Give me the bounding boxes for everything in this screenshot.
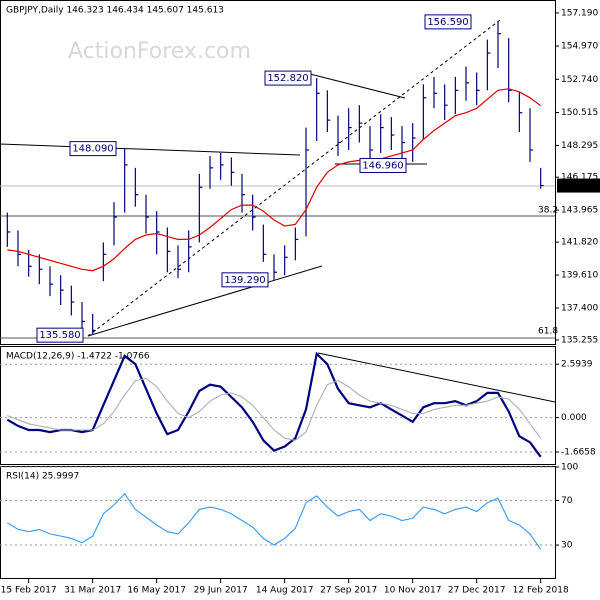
chart-title: GBPJPY,Daily 146.323 146.434 145.607 145… <box>6 6 224 16</box>
y-tick-label: 0.000 <box>561 413 587 423</box>
annotation-box <box>264 70 312 86</box>
annotation-box <box>359 157 407 173</box>
y-tick-label: 70 <box>561 496 573 506</box>
moving-average <box>7 88 542 272</box>
trend-line <box>87 265 323 337</box>
x-tick-label: 27 Sep 2017 <box>320 586 377 596</box>
rsi-frame <box>0 466 556 579</box>
price-frame <box>0 0 556 345</box>
y-tick-label: 152.740 <box>561 75 598 85</box>
macd-frame <box>0 346 556 465</box>
annotation-box <box>424 14 472 30</box>
annotation-label: 146.960 <box>362 160 403 171</box>
y-tick-label: 141.820 <box>561 238 598 248</box>
fib-label: 61.8 <box>538 327 558 337</box>
annotation-box <box>69 141 117 157</box>
y-tick-label: 135.255 <box>561 336 598 346</box>
trend-line <box>317 352 556 403</box>
indicator-line <box>7 492 542 550</box>
x-tick-label: 10 Nov 2017 <box>384 586 442 596</box>
macd-title: MACD(12,26,9) -1.4722 -1.0766 <box>6 352 150 362</box>
trend-line <box>309 73 406 99</box>
indicator-line <box>6 351 542 458</box>
y-tick-label: 137.400 <box>561 304 598 314</box>
y-tick-label: 148.295 <box>561 141 598 151</box>
annotation-label: 148.090 <box>72 144 113 155</box>
y-tick-label: 2.5939 <box>561 360 593 370</box>
y-tick-label: 139.610 <box>561 271 598 281</box>
annotation-box <box>221 272 269 288</box>
y-tick-label: 143.965 <box>561 206 598 216</box>
y-tick-label: 154.970 <box>561 42 598 52</box>
y-tick-label: 146.175 <box>561 173 598 183</box>
x-tick-label: 14 Aug 2017 <box>256 586 314 596</box>
last-price-label: 145.613 <box>560 181 597 191</box>
y-tick-label: 100 <box>561 463 578 473</box>
y-tick-label: 30 <box>561 541 573 551</box>
x-tick-label: 27 Dec 2017 <box>448 586 506 596</box>
annotation-box <box>36 327 84 343</box>
x-tick-label: 12 Feb 2018 <box>513 586 569 596</box>
y-tick-label: -1.6658 <box>561 447 596 457</box>
rsi-title: RSI(14) 25.9997 <box>6 472 79 482</box>
trend-line <box>87 19 501 337</box>
annotation-label: 139.290 <box>224 275 265 286</box>
y-tick-label: 157.190 <box>561 8 598 18</box>
indicator-line <box>7 377 542 441</box>
x-tick-label: 16 May 2017 <box>127 586 186 596</box>
trend-line <box>0 143 301 156</box>
annotation-label: 156.590 <box>427 17 468 28</box>
annotation-label: 135.580 <box>39 330 80 341</box>
x-tick-label: 31 Mar 2017 <box>64 586 121 596</box>
annotation-label: 152.820 <box>267 73 308 84</box>
last-price-box <box>557 178 600 193</box>
x-tick-label: 29 Jun 2017 <box>194 586 248 596</box>
watermark: ActionForex.com <box>68 39 251 64</box>
y-tick-label: 150.515 <box>561 108 598 118</box>
fib-label: 38.2 <box>538 206 558 216</box>
x-tick-label: 15 Feb 2017 <box>1 586 57 596</box>
